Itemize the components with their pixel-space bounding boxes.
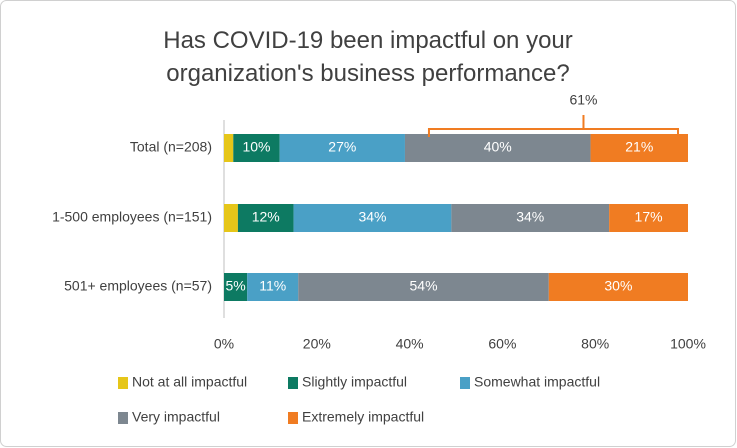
value-label: 27% bbox=[328, 139, 356, 155]
value-label: 17% bbox=[635, 209, 663, 225]
bar-segment bbox=[224, 273, 248, 301]
x-tick-label: 40% bbox=[396, 336, 424, 352]
x-tick-label: 60% bbox=[488, 336, 516, 352]
legend-swatch bbox=[118, 377, 128, 389]
legend-label: Very impactful bbox=[132, 409, 220, 425]
y-tick-label: 1-500 employees (n=151) bbox=[52, 209, 212, 225]
annotation-label: 61% bbox=[569, 92, 597, 108]
legend-swatch bbox=[288, 377, 298, 389]
legend-label: Extremely impactful bbox=[302, 409, 424, 425]
bar-segment bbox=[404, 134, 591, 162]
bar-segment bbox=[233, 134, 280, 162]
y-tick-label: Total (n=208) bbox=[130, 139, 212, 155]
bar-segment bbox=[224, 204, 238, 232]
bar-segment bbox=[293, 204, 452, 232]
bar-segment bbox=[224, 134, 234, 162]
value-label: 34% bbox=[358, 209, 386, 225]
bar-segment bbox=[298, 273, 549, 301]
bar-segment bbox=[590, 134, 688, 162]
chart-title: Has COVID-19 been impactful on your orga… bbox=[163, 27, 573, 87]
x-tick-label: 0% bbox=[214, 336, 234, 352]
legend-label: Not at all impactful bbox=[132, 374, 247, 390]
annotation-bracket bbox=[427, 115, 679, 137]
value-label: 40% bbox=[484, 139, 512, 155]
bar-segment bbox=[548, 273, 688, 301]
bar-segment bbox=[279, 134, 405, 162]
value-label: 34% bbox=[516, 209, 544, 225]
value-label: 12% bbox=[252, 209, 280, 225]
value-label: 30% bbox=[604, 278, 632, 294]
value-label: 5% bbox=[225, 278, 245, 294]
value-label: 10% bbox=[242, 139, 270, 155]
legend-swatch bbox=[118, 412, 128, 424]
bar-segment bbox=[247, 273, 299, 301]
value-label: 54% bbox=[410, 278, 438, 294]
value-label: 21% bbox=[625, 139, 653, 155]
legend-swatch bbox=[460, 377, 470, 389]
bar-segment bbox=[609, 204, 688, 232]
value-label: 11% bbox=[259, 278, 286, 294]
bar-segment bbox=[451, 204, 610, 232]
x-tick-label: 20% bbox=[303, 336, 331, 352]
x-tick-label: 80% bbox=[581, 336, 609, 352]
x-tick-label: 100% bbox=[670, 336, 706, 352]
legend-label: Slightly impactful bbox=[302, 374, 407, 390]
bar-segment bbox=[237, 204, 294, 232]
legend-label: Somewhat impactful bbox=[474, 374, 600, 390]
legend-swatch bbox=[288, 412, 298, 424]
y-tick-label: 501+ employees (n=57) bbox=[64, 278, 212, 294]
